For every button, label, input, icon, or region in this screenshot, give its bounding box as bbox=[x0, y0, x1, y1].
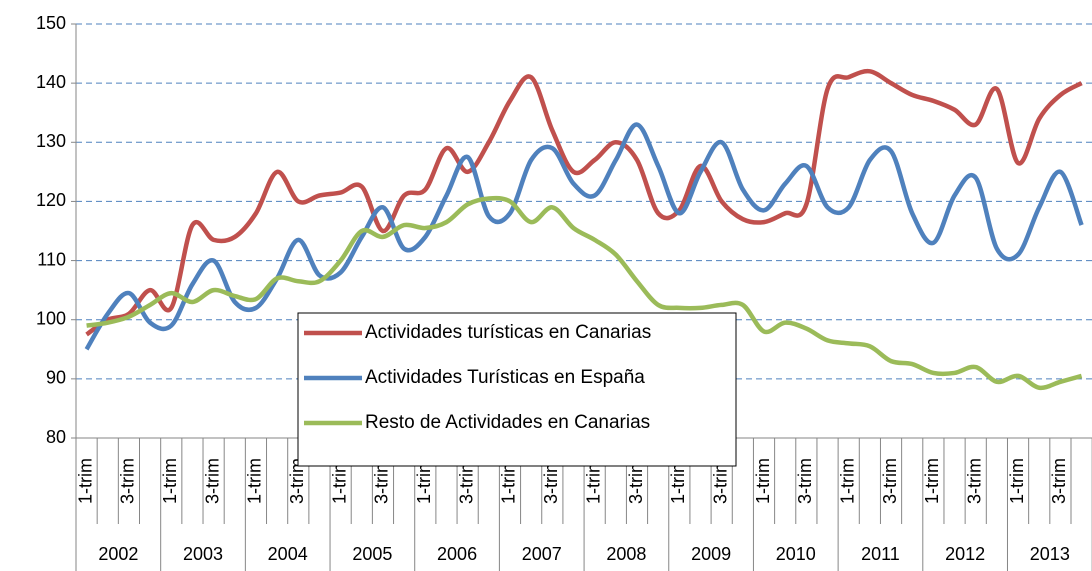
x-tick-label: 3-trim bbox=[1049, 458, 1069, 504]
x-tick-label: 3-trim bbox=[202, 458, 222, 504]
x-tick-label: 3-trim bbox=[456, 458, 476, 504]
x-tick-label: 1-trim bbox=[329, 458, 349, 504]
year-label: 2012 bbox=[945, 544, 985, 564]
legend: Actividades turísticas en Canarias Activi… bbox=[297, 312, 737, 467]
year-label: 2007 bbox=[522, 544, 562, 564]
x-tick-label: 3-trim bbox=[795, 458, 815, 504]
series-line bbox=[85, 68, 1083, 337]
x-tick-label: 1-trim bbox=[753, 458, 773, 504]
year-label: 2009 bbox=[691, 544, 731, 564]
y-tick-label: 90 bbox=[46, 368, 66, 388]
x-tick-label: 3-trim bbox=[372, 458, 392, 504]
x-tick-label: 3-trim bbox=[287, 458, 307, 504]
x-tick-label: 1-trim bbox=[75, 458, 95, 504]
year-label: 2010 bbox=[776, 544, 816, 564]
year-label: 2002 bbox=[98, 544, 138, 564]
x-tick-label: 1-trim bbox=[922, 458, 942, 504]
x-tick-label: 1-trim bbox=[160, 458, 180, 504]
series-line bbox=[86, 195, 1083, 391]
x-tick-label: 3-trim bbox=[710, 458, 730, 504]
year-label: 2013 bbox=[1030, 544, 1070, 564]
year-label: 2004 bbox=[268, 544, 308, 564]
year-label: 2005 bbox=[352, 544, 392, 564]
y-tick-label: 80 bbox=[46, 427, 66, 447]
y-tick-label: 130 bbox=[36, 131, 66, 151]
x-tick-label: 1-trim bbox=[583, 458, 603, 504]
year-label: 2008 bbox=[606, 544, 646, 564]
series-line bbox=[84, 122, 1084, 351]
x-tick-label: 1-trim bbox=[1007, 458, 1027, 504]
y-tick-label: 140 bbox=[36, 72, 66, 92]
year-label: 2011 bbox=[861, 544, 900, 564]
x-tick-label: 1-trim bbox=[499, 458, 519, 504]
x-tick-label: 1-trim bbox=[668, 458, 688, 504]
x-tick-label: 3-trim bbox=[964, 458, 984, 504]
x-tick-label: 3-trim bbox=[626, 458, 646, 504]
x-tick-label: 1-trim bbox=[414, 458, 434, 504]
legend-label: Actividades turísticas en Canarias bbox=[365, 322, 651, 343]
x-tick-label: 3-trim bbox=[541, 458, 561, 504]
x-tick-label: 3-trim bbox=[880, 458, 900, 504]
x-tick-label: 3-trim bbox=[118, 458, 138, 504]
y-tick-label: 110 bbox=[37, 249, 66, 269]
y-tick-label: 100 bbox=[36, 308, 66, 328]
x-tick-label: 1-trim bbox=[837, 458, 857, 504]
year-label: 2003 bbox=[183, 544, 223, 564]
y-tick-label: 150 bbox=[36, 13, 66, 33]
legend-label: Actividades Turísticas en España bbox=[365, 367, 645, 388]
year-label: 2006 bbox=[437, 544, 477, 564]
legend-label: Resto de Actividades en Canarias bbox=[365, 412, 650, 433]
y-tick-label: 120 bbox=[36, 190, 66, 210]
x-tick-label: 1-trim bbox=[245, 458, 265, 504]
legend-box bbox=[297, 312, 737, 467]
